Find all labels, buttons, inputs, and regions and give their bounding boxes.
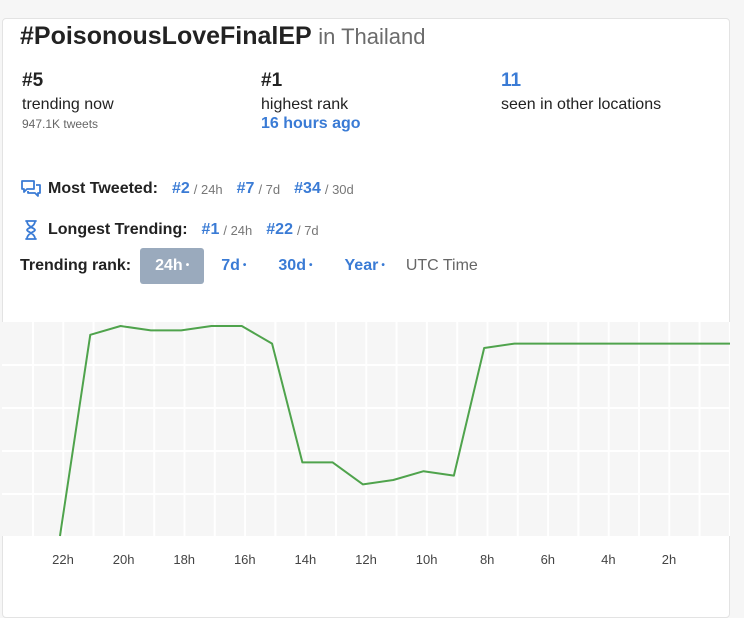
most-tweeted-rank-30d[interactable]: #34 [294,180,321,197]
current-rank-label: trending now [22,96,114,113]
hourglass-icon [20,219,42,241]
x-tick-label: 4h [601,552,615,567]
tab-7d-label: 7d [221,257,240,274]
current-rank: #5 [22,70,44,91]
most-tweeted-rank-7d[interactable]: #7 [236,180,255,197]
tab-30d-dot: • [308,260,313,272]
chart-series [58,325,730,537]
longest-trending-rank-7d[interactable]: #22 [266,221,293,238]
x-tick-label: 2h [662,552,676,567]
highest-rank-label: highest rank [261,96,349,113]
page-title: #PoisonousLoveFinalEP in Thailand [20,22,425,51]
x-tick-label: 8h [480,552,494,567]
tab-year[interactable]: Year • [330,248,400,284]
most-tweeted-label: Most Tweeted: [48,180,158,197]
tab-24h-dot: • [185,260,190,272]
most-tweeted-rank-24h[interactable]: #2 [171,180,190,197]
most-tweeted-row: Most Tweeted: #2/ 24h #7/ 7d #34/ 30d [20,178,368,200]
longest-trending-period-24h: / 24h [223,222,253,238]
x-tick-label: 16h [234,552,256,567]
most-tweeted-period-24h: / 24h [193,181,223,197]
location-label: in Thailand [318,24,426,49]
longest-trending-label: Longest Trending: [48,221,188,238]
longest-trending-rank-24h[interactable]: #1 [201,221,220,238]
tab-year-dot: • [381,260,385,272]
trending-rank-bar: Trending rank: 24h • 7d • 30d • Year • UTC T… [20,248,478,284]
longest-trending-row: Longest Trending: #1/ 24h #22/ 7d [20,219,333,241]
other-locations-count[interactable]: 11 [501,70,522,91]
highest-rank-time[interactable]: 16 hours ago [261,115,361,132]
tab-year-label: Year [344,257,379,274]
most-tweeted-period-30d: / 30d [324,181,354,197]
chat-bubbles-icon [20,178,42,200]
x-tick-label: 10h [416,552,438,567]
tab-7d-dot: • [242,260,247,272]
x-tick-label: 12h [355,552,377,567]
tab-30d[interactable]: 30d • [263,248,327,284]
x-tick-label: 20h [113,552,135,567]
tab-24h-label: 24h [155,257,183,274]
chart-grid [2,322,730,536]
x-tick-label: 22h [52,552,74,567]
tab-7d[interactable]: 7d • [206,248,261,284]
series-line [58,325,730,537]
trending-rank-label: Trending rank: [20,257,132,274]
tab-24h[interactable]: 24h • [140,248,205,284]
stat-highest-rank: #1 highest rank 16 hours ago [261,70,361,133]
highest-rank: #1 [261,70,283,91]
trend-chart: 22h 20h 18h 16h 14h 12h 10h 8h 6h 4h 2h [2,322,730,567]
x-axis-labels: 22h 20h 18h 16h 14h 12h 10h 8h 6h 4h 2h [52,552,676,567]
most-tweeted-period-7d: / 7d [258,181,281,197]
stat-other-locations: 11 seen in other locations [501,70,661,114]
other-locations-label: seen in other locations [501,96,662,113]
tweet-count: 947.1K tweets [22,117,99,131]
x-tick-label: 18h [173,552,195,567]
stat-trending-now: #5 trending now 947.1K tweets [22,70,114,131]
hashtag-title[interactable]: #PoisonousLoveFinalEP [20,22,312,50]
longest-trending-period-7d: / 7d [296,222,319,238]
x-tick-label: 14h [295,552,317,567]
utc-time-toggle[interactable]: UTC Time [405,257,478,274]
x-tick-label: 6h [541,552,555,567]
tab-30d-label: 30d [278,257,306,274]
